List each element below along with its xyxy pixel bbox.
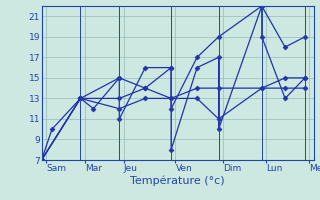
X-axis label: Température (°c): Température (°c) (130, 176, 225, 186)
